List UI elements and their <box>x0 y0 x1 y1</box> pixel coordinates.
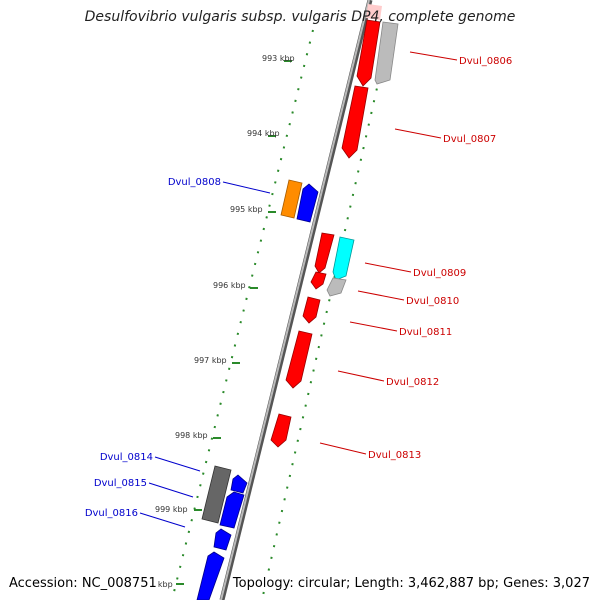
gene-label-right: Dvul_0813 <box>368 450 421 461</box>
gene-dvul-0808-orange[interactable] <box>280 179 303 219</box>
gene-label-right: Dvul_0807 <box>443 134 496 145</box>
inner-tick-ring <box>171 29 314 600</box>
gene-dvul-0815[interactable] <box>230 474 248 494</box>
gene-dvul-0808[interactable] <box>296 183 319 223</box>
gene-dvul-0806-pseudo[interactable] <box>374 21 399 85</box>
gene-dvul-0812[interactable] <box>285 330 313 389</box>
outer-tick-ring <box>261 29 391 600</box>
gene-label-left: Dvul_0814 <box>100 452 153 463</box>
gene-label-right: Dvul_0812 <box>386 377 439 388</box>
genome-backbone <box>220 0 370 600</box>
tick-label: 998 kbp <box>175 431 208 440</box>
tick-label: 995 kbp <box>230 205 263 214</box>
gene-dvul-0806-pink <box>366 4 382 20</box>
gene-dvul-0810[interactable] <box>310 271 327 290</box>
gene-label-left: Dvul_0816 <box>85 508 138 519</box>
gene-dvul-0817[interactable] <box>196 551 225 600</box>
gene-label-right: Dvul_0806 <box>459 56 512 67</box>
gene-label-left: Dvul_0815 <box>94 478 147 489</box>
gene-label-right: Dvul_0810 <box>406 296 459 307</box>
tick-label: 999 kbp <box>155 505 188 514</box>
tick-label: 994 kbp <box>247 129 280 138</box>
map-title: Desulfovibrio vulgaris subsp. vulgaris D… <box>84 9 516 25</box>
genome-summary-text: Topology: circular; Length: 3,462,887 bp… <box>232 576 590 591</box>
gene-dvul-0809[interactable] <box>314 232 335 274</box>
gene-dvul-0810-pseudo[interactable] <box>326 277 347 297</box>
gene-dvul-0813[interactable] <box>270 413 292 448</box>
tick-label: 996 kbp <box>213 281 246 290</box>
gene-dvul-0815b[interactable] <box>219 491 245 529</box>
gene-dvul-0806[interactable] <box>356 19 381 87</box>
gene-label-right: Dvul_0809 <box>413 268 466 279</box>
accession-text: Accession: NC_008751 <box>9 576 157 591</box>
gene-dvul-0811[interactable] <box>302 296 321 324</box>
gene-label-right: Dvul_0811 <box>399 327 452 338</box>
tick-label: 997 kbp <box>194 356 227 365</box>
tick-label: 993 kbp <box>262 54 295 63</box>
gene-dvul-0814[interactable] <box>201 465 232 524</box>
gene-dvul-0807[interactable] <box>341 85 369 159</box>
gene-dvul-0816[interactable] <box>213 528 232 551</box>
gene-label-left: Dvul_0808 <box>168 177 221 188</box>
gene-dvul-0809-rna[interactable] <box>332 236 355 281</box>
